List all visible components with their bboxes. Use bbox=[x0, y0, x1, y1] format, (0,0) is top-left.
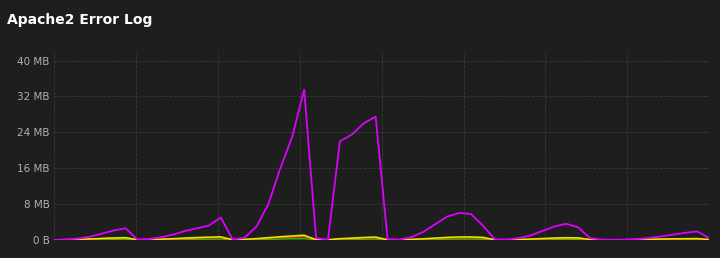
Text: Apache2 Error Log: Apache2 Error Log bbox=[7, 13, 153, 27]
